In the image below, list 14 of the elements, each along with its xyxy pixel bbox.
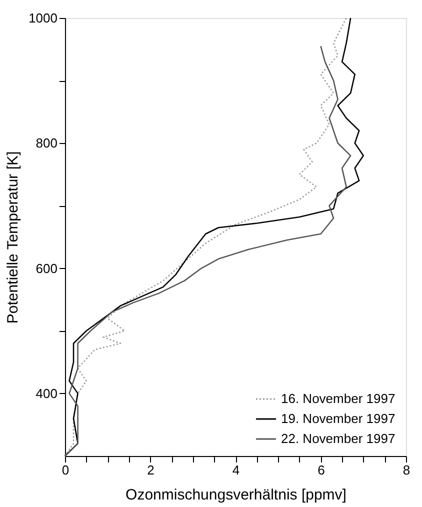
y-tick-label: 600 [36,260,58,276]
x-tick-label: 4 [232,462,240,478]
legend-label: 16. November 1997 [281,391,396,406]
x-tick-label: 2 [147,462,154,478]
y-tick-label: 800 [36,136,58,151]
legend-label: 19. November 1997 [281,411,396,426]
x-axis-title: Ozonmischungsverhältnis [ppmv] [126,486,346,504]
x-tick-label: 0 [62,462,70,478]
y-tick-label: 1000 [28,10,58,26]
legend-label: 22. November 1997 [281,431,396,446]
y-axis-title: Potentielle Temperatur [K] [4,151,22,324]
y-tick-label: 400 [36,386,58,401]
x-tick-label: 8 [402,462,410,478]
x-tick-label: 6 [318,462,325,478]
